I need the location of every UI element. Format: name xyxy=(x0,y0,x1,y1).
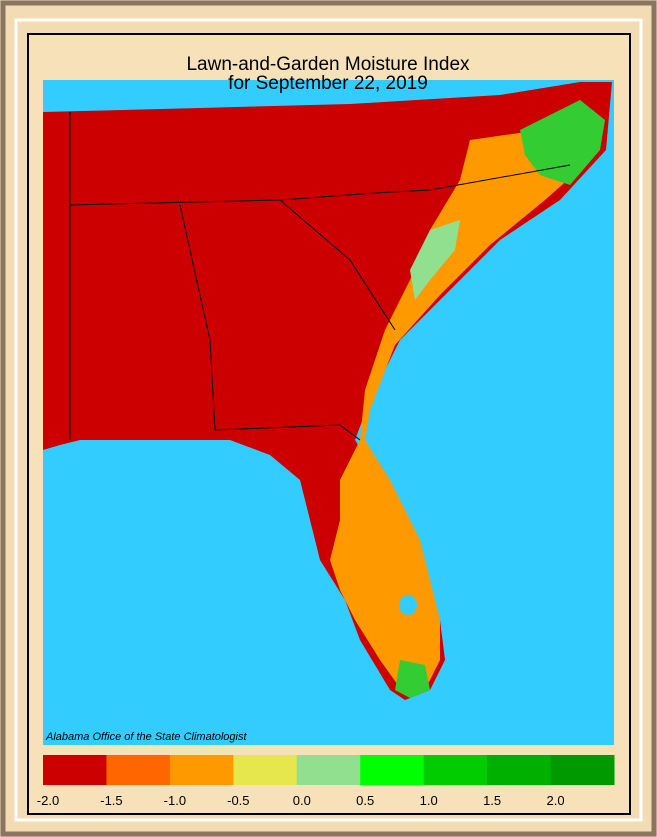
legend-swatch xyxy=(169,755,234,785)
title: Lawn-and-Garden Moisture Index xyxy=(186,54,470,75)
credit: Alabama Office of the State Climatologis… xyxy=(45,731,247,743)
legend-swatch xyxy=(296,755,361,785)
legend-tick-label: 1.0 xyxy=(420,793,438,808)
legend-tick-label: 0.0 xyxy=(293,793,311,808)
legend-tick-label: -0.5 xyxy=(227,793,249,808)
legend-swatch xyxy=(550,755,615,785)
legend-swatch xyxy=(423,755,488,785)
legend-tick-label: -1.5 xyxy=(100,793,122,808)
legend-swatch xyxy=(43,755,107,785)
legend-tick-label: -2.0 xyxy=(37,793,59,808)
lake xyxy=(399,595,417,615)
legend-tick-label: 2.0 xyxy=(547,793,565,808)
state-line xyxy=(179,204,361,441)
legend-tick-label: 0.5 xyxy=(356,793,374,808)
state-line xyxy=(69,164,571,206)
legend-swatch xyxy=(487,755,552,785)
title: for September 22, 2019 xyxy=(228,73,428,94)
legend-tick-label: -1.0 xyxy=(164,793,186,808)
legend-swatch xyxy=(233,755,298,785)
legend-tick-label: 1.5 xyxy=(483,793,501,808)
dry-zone xyxy=(330,120,600,695)
legend: -2.0 -1.5 -1.0 -0.5 0.0 0.5 1.0 1.5 2.0 xyxy=(37,755,615,808)
moist-zone xyxy=(395,660,430,698)
state-line xyxy=(279,199,396,331)
legend-swatch xyxy=(360,755,425,785)
moist-zone xyxy=(410,220,460,300)
moist-zone xyxy=(520,100,605,185)
legend-swatch xyxy=(106,755,171,785)
frame-inner xyxy=(14,18,643,822)
